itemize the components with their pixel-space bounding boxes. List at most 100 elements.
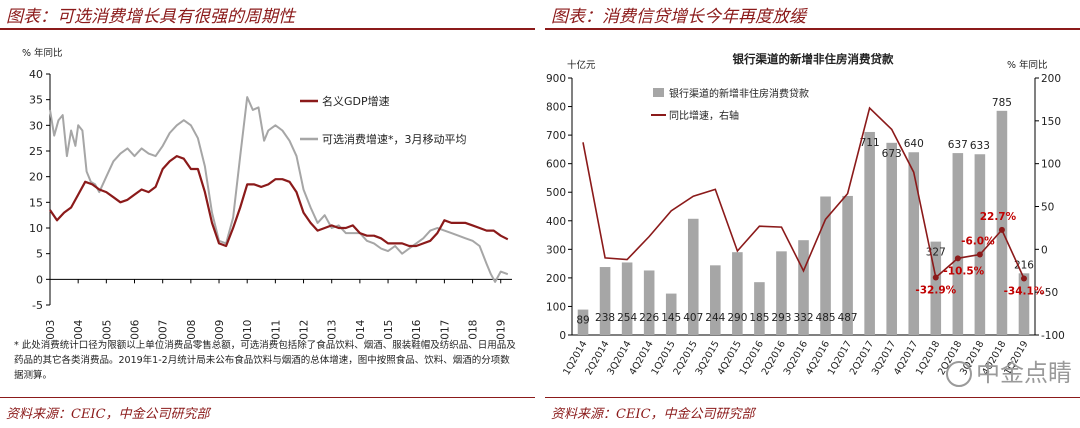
right-bar-value-label: 226 [639,312,659,324]
left-chart-heading: 图表：可选消费增长具有很强的周期性 [6,7,295,27]
right-left-tick-label: 300 [546,244,566,256]
right-growth-marker [932,274,939,281]
left-x-tick-label: 2007 [158,320,170,340]
right-growth-value-label: -10.5% [943,265,984,277]
right-left-tick-label: 0 [559,330,566,342]
right-growth-value-label: 22.7% [980,211,1017,223]
right-growth-value-label: -6.0% [961,235,995,247]
right-heading-rule [545,28,1080,30]
left-chart-footnote: * 此处消费统计口径为限额以上单位消费品零售总额，可选消费包括除了食品饮料、烟酒… [14,340,516,381]
right-footer-rule [545,397,1080,398]
right-legend-bar-swatch [653,88,664,97]
left-chart-panel: 图表：可选消费增长具有很强的周期性 % 年同比 -5 0 5 10 15 20 25 30 35 4… [0,0,535,428]
left-x-tick-label: 2008 [186,320,198,340]
left-footer-rule [0,397,535,398]
right-left-tick-label: 100 [546,301,566,313]
right-bar [732,252,743,335]
right-bar [864,131,875,335]
right-bar [798,240,809,335]
right-bar [974,154,986,335]
left-legend-label: 名义GDP增速 [322,94,390,108]
left-series-line-0 [49,155,509,248]
right-bar [820,196,831,335]
consumer-loan-chart: 银行渠道的新增非住房消费贷款 十亿元 % 年同比 0 100 200 300 400 500 60… [546,52,1065,377]
gdp-vs-discretionary-consumption-chart: % 年同比 -5 0 5 10 15 20 25 30 35 40 2003 2004 2005 2006 2… [22,47,512,340]
left-y-tick-label: 15 [29,196,43,209]
right-bar-value-label: 487 [838,312,858,324]
right-bar-value-label: 238 [595,312,615,324]
right-bar [665,293,677,335]
left-y-tick-label: 5 [36,248,43,261]
left-x-tick-label: 2004 [73,319,85,340]
right-bar-value-label: 327 [926,247,946,259]
right-bar [1018,273,1030,335]
right-growth-value-label: -32.9% [915,285,956,297]
left-x-tick-label: 2006 [130,319,142,340]
right-left-tick-label: 600 [546,159,566,171]
right-bar [776,251,787,335]
right-bar [710,265,721,335]
left-y-tick-label: 35 [29,94,43,107]
left-x-tick-label: 2011 [270,320,282,340]
right-growth-value-label: -34.1% [1004,286,1045,298]
right-legend-line-label: 同比增速，右轴 [669,109,739,122]
right-left-tick-label: 500 [546,187,566,199]
right-bar-value-label: 244 [705,312,725,324]
right-bar-value-label: 145 [661,312,681,324]
right-bar-value-label: 89 [576,315,589,327]
right-right-tick-label: 0 [1041,244,1048,256]
left-x-tick-label: 2003 [45,320,57,340]
right-bar-value-label: 254 [617,312,637,324]
right-legend-bar-label: 银行渠道的新增非住房消费贷款 [669,87,809,100]
left-y-tick-label: 25 [29,145,43,158]
right-right-tick-label: -100 [1041,330,1065,342]
right-left-tick-label: 700 [546,130,566,142]
right-right-tick-label: 100 [1041,159,1061,171]
right-bar-value-label: 711 [860,137,880,149]
right-bar [842,195,853,335]
right-bar [621,262,633,335]
right-bar-value-label: 332 [793,312,813,324]
left-x-tick-label: 2005 [101,320,113,340]
right-right-axis-label: % 年同比 [1007,59,1048,71]
right-bar [952,153,964,335]
right-growth-marker [1020,275,1027,282]
right-bar [577,309,589,335]
right-left-tick-label: 400 [546,216,566,228]
right-bar-value-label: 216 [1014,259,1034,271]
right-left-tick-label: 900 [546,73,566,85]
left-y-tick-label: -5 [32,299,43,312]
right-bar [754,282,765,335]
right-growth-marker [976,251,983,258]
right-growth-marker [998,226,1005,233]
right-left-tick-label: 200 [546,273,566,285]
left-y-axis-label: % 年同比 [22,47,63,59]
right-bar [996,110,1008,335]
watermark-text: 中金点睛 [976,359,1072,387]
right-chart-source: 资料来源：CEIC，中金公司研究部 [551,407,755,422]
right-bar [687,218,699,335]
right-bar [930,241,942,335]
left-x-tick-label: 2019 [496,320,508,340]
right-bar-value-label: 640 [904,138,924,150]
right-bar-value-label: 407 [683,312,703,324]
left-legend-label: 可选消费增速*，3月移动平均 [322,132,467,146]
right-bar-value-label: 785 [992,97,1012,109]
right-chart-panel: 图表：消费信贷增长今年再度放缓 银行渠道的新增非住房消费贷款 十亿元 % 年同比 0 1… [545,0,1080,428]
left-y-tick-label: 40 [29,68,43,81]
left-x-tick-label: 2014 [355,319,367,340]
left-y-tick-label: 0 [36,273,43,286]
left-x-tick-label: 2016 [411,319,423,340]
left-y-tick-label: 30 [29,119,43,132]
right-left-axis-label: 十亿元 [567,59,596,71]
right-bar [643,270,655,335]
wechat-icon [946,361,972,387]
right-chart-heading: 图表：消费信贷增长今年再度放缓 [551,7,806,27]
right-right-tick-label: -50 [1041,287,1058,299]
left-x-tick-label: 2012 [299,320,311,340]
left-x-tick-label: 2009 [214,320,226,340]
right-bar [599,267,611,335]
right-growth-line [582,106,1025,280]
left-x-tick-label: 2018 [468,320,480,340]
left-x-tick-label: 2010 [242,320,254,340]
